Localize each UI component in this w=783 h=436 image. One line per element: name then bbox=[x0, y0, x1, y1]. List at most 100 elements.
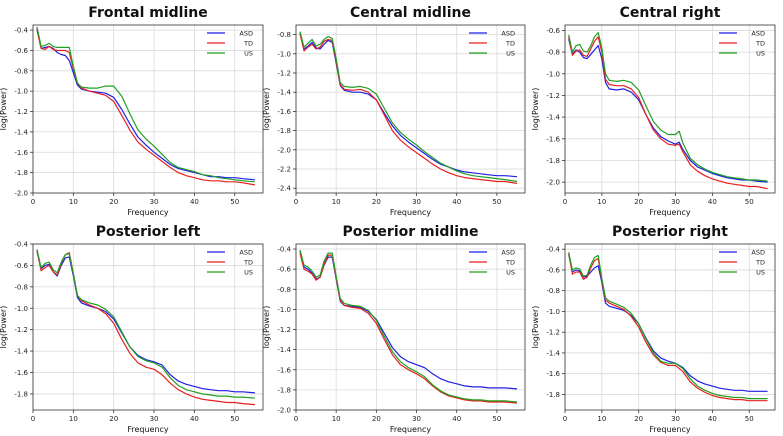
y-tick-label: -1.4 bbox=[14, 128, 28, 136]
legend-label: US bbox=[244, 50, 253, 58]
series-line-td bbox=[36, 250, 255, 406]
chart-panel: 0 10 20 30 40 50 -1.8 -1.6 -1.4 -1.2 -1.0 -0.8 -0.6 -… bbox=[0, 224, 264, 434]
y-tick-label: -1.0 bbox=[277, 50, 291, 58]
y-tick-label: -1.6 bbox=[546, 370, 560, 378]
x-tick-label: 0 bbox=[294, 415, 298, 423]
x-tick-label: 0 bbox=[294, 198, 298, 206]
x-tick-label: 20 bbox=[634, 415, 643, 423]
chart-title: Central midline bbox=[350, 5, 471, 21]
chart-title: Frontal midline bbox=[88, 5, 207, 21]
x-tick-label: 20 bbox=[109, 198, 118, 206]
x-axis-label: Frequency bbox=[390, 208, 432, 217]
y-tick-label: -0.8 bbox=[546, 49, 560, 57]
legend-label: TD bbox=[755, 259, 765, 267]
legend-label: TD bbox=[505, 259, 515, 267]
series-line-us bbox=[299, 31, 518, 183]
series-line-us bbox=[568, 31, 768, 182]
y-tick-label: -0.4 bbox=[14, 241, 28, 249]
y-tick-label: -0.8 bbox=[546, 287, 560, 295]
y-axis-label: log(Power) bbox=[0, 306, 8, 349]
plot-frame bbox=[295, 243, 526, 411]
y-axis-label: log(Power) bbox=[262, 306, 271, 349]
x-tick-label: 40 bbox=[708, 415, 717, 423]
chart-panel: 0 10 20 30 40 50 -1.8 -1.6 -1.4 -1.2 -1.0 -0.8 -0.6 -… bbox=[531, 224, 776, 434]
y-axis-label: log(Power) bbox=[0, 88, 8, 131]
x-tick-label: 50 bbox=[492, 198, 501, 206]
plot-frame bbox=[564, 243, 776, 411]
x-tick-label: 20 bbox=[372, 415, 381, 423]
legend-label: TD bbox=[243, 40, 253, 48]
series-line-asd bbox=[299, 32, 518, 178]
x-tick-label: 20 bbox=[109, 415, 118, 423]
chart-title: Posterior midline bbox=[343, 224, 479, 240]
chart-title: Central right bbox=[620, 5, 721, 21]
x-tick-label: 0 bbox=[31, 415, 35, 423]
y-axis-label: log(Power) bbox=[531, 306, 540, 349]
x-tick-label: 40 bbox=[190, 198, 199, 206]
series-line-us bbox=[36, 26, 255, 183]
series-line-td bbox=[299, 252, 518, 404]
y-tick-label: -2.0 bbox=[14, 190, 28, 198]
x-tick-label: 30 bbox=[671, 198, 680, 206]
y-tick-label: -2.0 bbox=[546, 179, 560, 187]
y-tick-label: -0.8 bbox=[277, 31, 291, 39]
y-tick-label: -1.2 bbox=[14, 108, 28, 116]
x-tick-label: 0 bbox=[563, 415, 567, 423]
plot-frame bbox=[295, 24, 526, 194]
x-tick-label: 10 bbox=[332, 415, 341, 423]
x-tick-label: 40 bbox=[708, 198, 717, 206]
x-tick-label: 10 bbox=[597, 415, 606, 423]
legend-label: ASD bbox=[751, 30, 765, 38]
y-tick-label: -0.6 bbox=[14, 262, 28, 270]
legend-label: US bbox=[506, 269, 515, 277]
x-tick-label: 20 bbox=[372, 198, 381, 206]
x-tick-label: 30 bbox=[150, 198, 159, 206]
plot-frame bbox=[32, 24, 264, 194]
x-tick-label: 20 bbox=[634, 198, 643, 206]
y-tick-label: -1.8 bbox=[14, 390, 28, 398]
x-tick-label: 40 bbox=[452, 415, 461, 423]
y-tick-label: -1.4 bbox=[546, 349, 560, 357]
y-tick-label: -1.8 bbox=[546, 391, 560, 399]
y-tick-label: -1.6 bbox=[277, 366, 291, 374]
y-tick-label: -1.0 bbox=[277, 306, 291, 314]
legend-label: ASD bbox=[239, 30, 253, 38]
y-axis-label: log(Power) bbox=[262, 88, 271, 131]
series-line-us bbox=[299, 249, 518, 403]
y-tick-label: -1.6 bbox=[14, 149, 28, 157]
x-tick-label: 0 bbox=[31, 198, 35, 206]
legend-label: ASD bbox=[501, 30, 515, 38]
x-axis-label: Frequency bbox=[649, 425, 691, 434]
y-tick-label: -1.0 bbox=[546, 308, 560, 316]
y-tick-label: -1.2 bbox=[546, 329, 560, 337]
y-tick-label: -0.8 bbox=[14, 283, 28, 291]
x-tick-label: 50 bbox=[745, 415, 754, 423]
x-tick-label: 30 bbox=[150, 415, 159, 423]
x-tick-label: 50 bbox=[745, 198, 754, 206]
x-tick-label: 10 bbox=[597, 198, 606, 206]
chart-title: Posterior left bbox=[96, 224, 201, 240]
y-tick-label: -2.0 bbox=[277, 146, 291, 154]
x-tick-label: 40 bbox=[452, 198, 461, 206]
x-tick-label: 10 bbox=[69, 198, 78, 206]
y-tick-label: -0.4 bbox=[277, 246, 291, 254]
legend-label: ASD bbox=[751, 249, 765, 257]
series-line-td bbox=[568, 253, 768, 402]
y-tick-label: -0.4 bbox=[546, 246, 560, 254]
y-tick-label: -1.0 bbox=[14, 305, 28, 313]
y-tick-label: -0.8 bbox=[277, 286, 291, 294]
x-axis-label: Frequency bbox=[649, 208, 691, 217]
legend-label: ASD bbox=[239, 249, 253, 257]
x-tick-label: 10 bbox=[332, 198, 341, 206]
y-tick-label: -0.8 bbox=[14, 67, 28, 75]
y-tick-label: -2.4 bbox=[277, 185, 291, 193]
legend-label: TD bbox=[755, 40, 765, 48]
legend-label: US bbox=[756, 269, 765, 277]
y-tick-label: -2.2 bbox=[277, 166, 291, 174]
series-line-asd bbox=[36, 251, 255, 394]
series-line-td bbox=[299, 33, 518, 184]
y-tick-label: -1.8 bbox=[14, 169, 28, 177]
y-tick-label: -1.0 bbox=[14, 88, 28, 96]
x-tick-label: 30 bbox=[671, 415, 680, 423]
